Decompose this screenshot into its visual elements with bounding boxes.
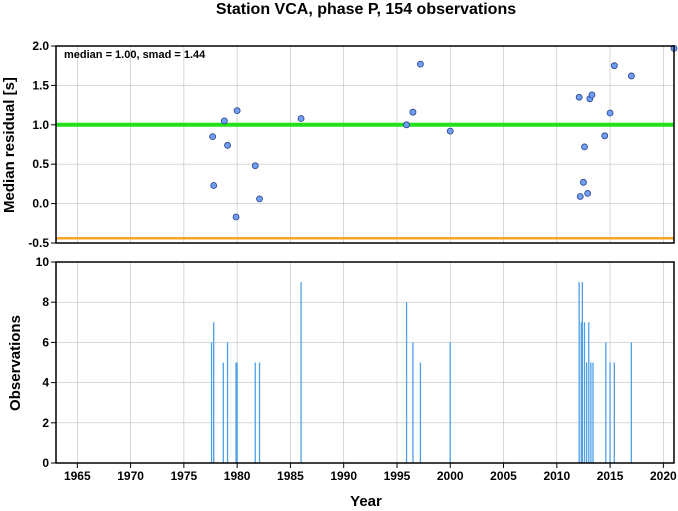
residual-point: [601, 132, 609, 140]
residual-y-tick-label: 1.5: [32, 78, 49, 92]
observations-y-tick-label: 8: [42, 295, 49, 309]
residual-point: [580, 178, 587, 186]
residual-y-tick-label: 0.0: [32, 197, 49, 211]
observations-y-tick-label: 10: [36, 255, 50, 269]
observations-panel-frame: [55, 261, 675, 464]
residual-point: [575, 93, 583, 101]
x-tick-label: 1990: [330, 469, 357, 483]
observations-panel: 0 2 4 6 8 10 1965 1970 1975 1980 1985 1990 1995 2000…: [7, 255, 677, 510]
observations-y-tick-label: 2: [42, 416, 49, 430]
residual-point: [581, 143, 588, 151]
year-x-ticks: 1965 1970 1975 1980 1985 1990 1995 2000 2005 2010…: [64, 463, 677, 483]
residual-point: [576, 193, 584, 200]
observations-axis-label: Observations: [7, 315, 24, 411]
residual-point: [403, 121, 410, 129]
year-axis-label: Year: [350, 493, 382, 510]
residual-grid: [56, 45, 674, 244]
residual-y-tick-label: 2.0: [32, 39, 49, 53]
x-tick-label: 1985: [277, 469, 304, 483]
residual-point: [256, 195, 263, 203]
residual-point: [610, 62, 618, 70]
x-tick-label: 1995: [384, 469, 411, 483]
residual-y-ticks: -0.5 0.0 0.5 1.0 1.5 2.0: [28, 39, 56, 250]
residual-panel: median = 1.00, smad = 1.44 -0.5 0.0 0.5 1.0…: [1, 39, 678, 250]
observations-y-tick-label: 0: [42, 456, 49, 470]
residual-point: [233, 107, 241, 115]
residual-y-tick-label: 1.0: [32, 118, 49, 132]
residual-point: [210, 182, 218, 189]
residual-point: [251, 162, 259, 170]
residual-point: [224, 141, 231, 149]
x-tick-label: 2000: [437, 469, 464, 483]
chart-title: Station VCA, phase P, 154 observations: [216, 1, 516, 18]
x-tick-label: 2005: [490, 469, 517, 483]
residual-point: [627, 72, 635, 80]
residual-point: [232, 213, 240, 221]
observations-y-tick-label: 6: [42, 335, 49, 349]
residual-point: [417, 60, 424, 68]
residual-points: [209, 44, 678, 221]
residual-point: [588, 91, 596, 99]
observations-y-tick-label: 4: [42, 376, 49, 390]
x-tick-label: 1965: [64, 469, 91, 483]
x-tick-label: 1975: [171, 469, 198, 483]
residual-y-tick-label: -0.5: [28, 236, 49, 250]
residual-point: [297, 115, 305, 122]
x-tick-label: 2015: [597, 469, 624, 483]
residual-point: [409, 108, 417, 116]
residual-point: [446, 127, 454, 135]
residual-axis-label: Median residual [s]: [1, 77, 18, 213]
residual-point: [584, 189, 592, 197]
residual-point: [220, 117, 228, 125]
stats-annotation: median = 1.00, smad = 1.44: [64, 49, 206, 61]
x-tick-label: 1970: [117, 469, 144, 483]
residual-y-tick-label: 0.5: [32, 157, 49, 171]
x-tick-label: 1980: [224, 469, 251, 483]
residual-point: [606, 109, 614, 117]
x-tick-label: 2010: [543, 469, 570, 483]
x-tick-label: 2020: [650, 469, 677, 483]
observations-y-ticks: 0 2 4 6 8 10: [36, 255, 56, 470]
residual-panel-frame: [55, 45, 675, 244]
observation-bars: [210, 282, 633, 463]
residual-point: [209, 133, 217, 141]
